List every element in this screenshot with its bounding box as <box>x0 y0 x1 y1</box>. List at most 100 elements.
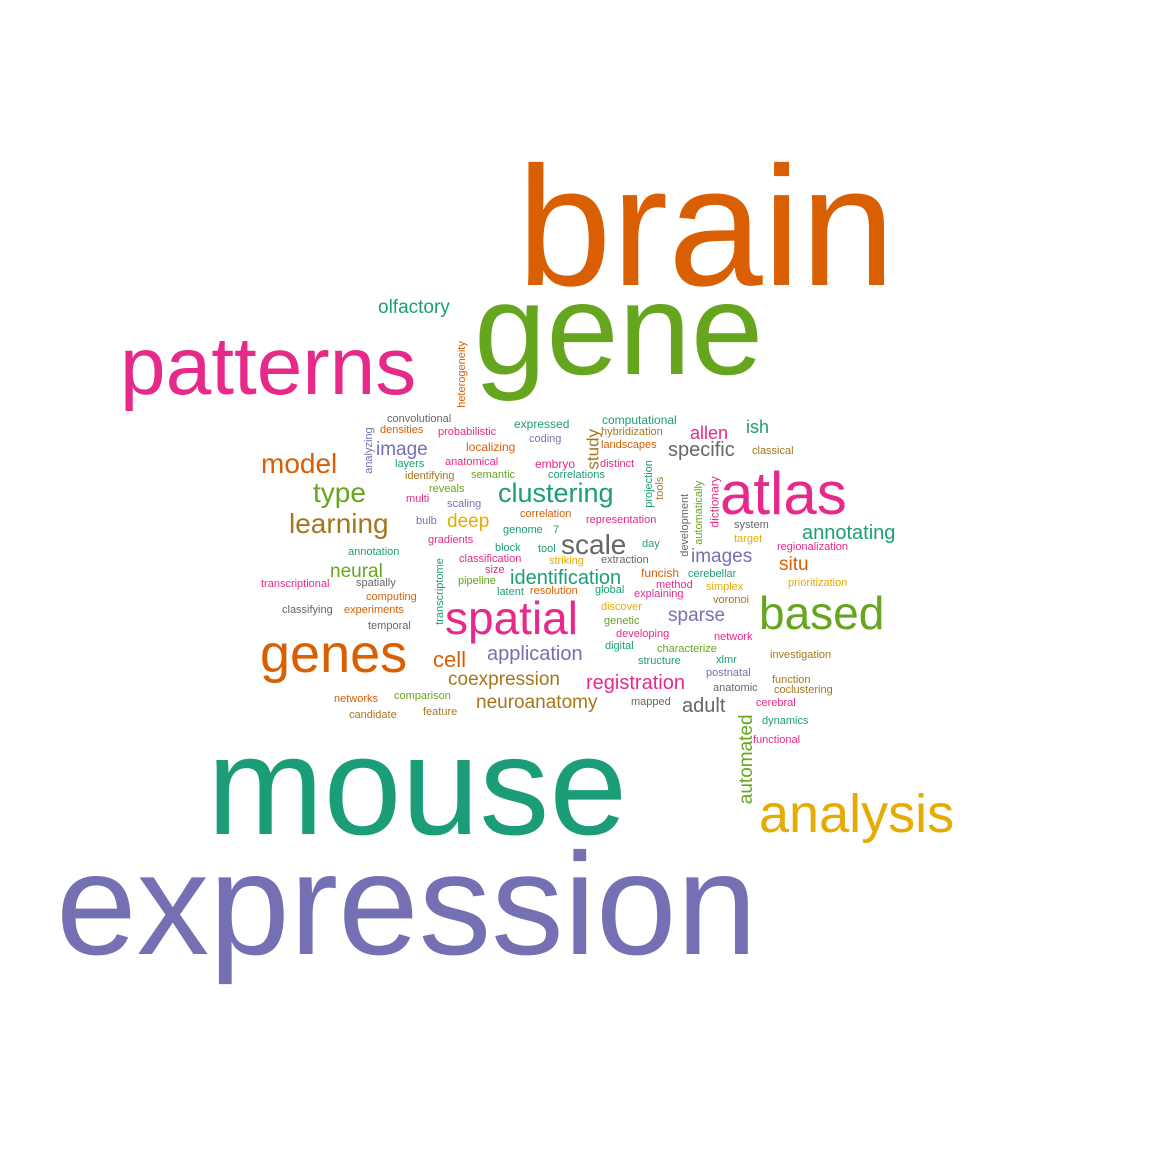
word-neuroanatomy: neuroanatomy <box>476 691 598 713</box>
word-coclustering: coclustering <box>774 684 833 697</box>
word-based: based <box>759 587 885 640</box>
word-scale: scale <box>561 528 627 560</box>
word-striking: striking <box>549 555 584 568</box>
word-distinct: distinct <box>600 458 635 471</box>
word-anatomic: anatomic <box>713 682 758 695</box>
word-reveals: reveals <box>429 483 465 496</box>
word-block: block <box>495 542 521 555</box>
word-image: image <box>376 438 428 460</box>
word-computational: computational <box>602 413 677 428</box>
word-analyzing: analyzing <box>363 427 376 474</box>
word-convolutional: convolutional <box>387 413 452 426</box>
word-networks: networks <box>334 693 379 706</box>
word-localizing: localizing <box>466 440 516 455</box>
word-identifying: identifying <box>405 470 455 483</box>
word-postnatal: postnatal <box>706 667 751 680</box>
word-images: images <box>691 545 753 567</box>
word-spatially: spatially <box>356 577 396 590</box>
word-resolution: resolution <box>530 585 578 598</box>
word-embryo: embryo <box>535 457 576 472</box>
word-digital: digital <box>605 640 634 653</box>
word-computing: computing <box>366 591 417 604</box>
word-discover: discover <box>601 601 642 614</box>
word-specific: specific <box>668 439 735 461</box>
word-cerebral: cerebral <box>756 697 796 710</box>
word-genome: genome <box>503 524 543 537</box>
word-temporal: temporal <box>368 620 411 633</box>
word-hybridization: hybridization <box>601 426 663 439</box>
word-transcriptome: transcriptome <box>434 558 447 625</box>
word-model: model <box>261 447 338 479</box>
word-cerebellar: cerebellar <box>688 568 737 581</box>
word-cell: cell <box>433 647 467 673</box>
word-system: system <box>734 519 769 532</box>
word-brain: brain <box>517 132 896 322</box>
word-expressed: expressed <box>514 417 570 432</box>
word-patterns: patterns <box>120 321 417 413</box>
word-funcish: funcish <box>641 566 680 581</box>
word-mapped: mapped <box>631 696 671 709</box>
word-prioritization: prioritization <box>788 577 848 590</box>
word-tools: tools <box>654 476 667 500</box>
word-identification: identification <box>510 567 622 589</box>
word-coding: coding <box>529 433 562 446</box>
word-annotating: annotating <box>802 522 896 544</box>
word-gene: gene <box>474 256 764 402</box>
word-deep: deep <box>447 510 490 532</box>
word-structure: structure <box>638 655 681 668</box>
word-heterogeneity: heterogeneity <box>456 341 469 408</box>
word-simplex: simplex <box>706 581 744 594</box>
word-layers: layers <box>395 458 425 471</box>
word-comparison: comparison <box>394 690 451 703</box>
word-densities: densities <box>380 424 424 437</box>
word-day: day <box>642 538 660 551</box>
word-mouse: mouse <box>207 707 628 864</box>
word-feature: feature <box>423 706 458 719</box>
word-application: application <box>487 643 583 665</box>
word-registration: registration <box>586 672 685 694</box>
word-size: size <box>485 564 505 577</box>
word-method: method <box>656 579 693 592</box>
word-global: global <box>595 584 625 597</box>
word-classical: classical <box>752 445 794 458</box>
word-classifying: classifying <box>282 604 333 617</box>
word-anatomical: anatomical <box>445 456 499 469</box>
word-neural: neural <box>330 560 383 582</box>
word-experiments: experiments <box>344 604 404 617</box>
word-analysis: analysis <box>759 783 955 844</box>
word-dictionary: dictionary <box>707 476 722 528</box>
word-pipeline: pipeline <box>458 575 496 588</box>
word-ish: ish <box>746 416 770 437</box>
word-candidate: candidate <box>349 709 397 722</box>
word-explaining: explaining <box>634 588 684 601</box>
word-atlas: atlas <box>720 460 847 527</box>
word-scaling: scaling <box>447 498 482 511</box>
word-genes: genes <box>260 623 408 684</box>
word-situ: situ <box>779 553 809 575</box>
word-correlations: correlations <box>548 469 605 482</box>
word-target: target <box>734 533 763 546</box>
word-characterize: characterize <box>657 643 717 656</box>
word-gradients: gradients <box>428 534 474 547</box>
word-olfactory: olfactory <box>378 296 450 318</box>
word-correlation: correlation <box>520 508 572 521</box>
word-7: 7 <box>553 524 560 537</box>
word-investigation: investigation <box>770 649 832 662</box>
word-developing: developing <box>616 628 670 641</box>
word-learning: learning <box>289 507 389 539</box>
word-latent: latent <box>497 586 524 599</box>
word-annotation: annotation <box>348 546 400 559</box>
word-bulb: bulb <box>416 515 437 528</box>
word-classification: classification <box>459 553 522 566</box>
word-functional: functional <box>753 734 801 747</box>
word-landscapes: landscapes <box>601 439 657 452</box>
word-regionalization: regionalization <box>777 541 848 554</box>
word-development: development <box>679 493 692 557</box>
word-multi: multi <box>406 493 430 506</box>
word-automated: automated <box>735 714 757 804</box>
word-dynamics: dynamics <box>762 715 809 728</box>
word-adult: adult <box>682 695 726 717</box>
word-allen: allen <box>690 422 729 443</box>
word-genetic: genetic <box>604 615 640 628</box>
